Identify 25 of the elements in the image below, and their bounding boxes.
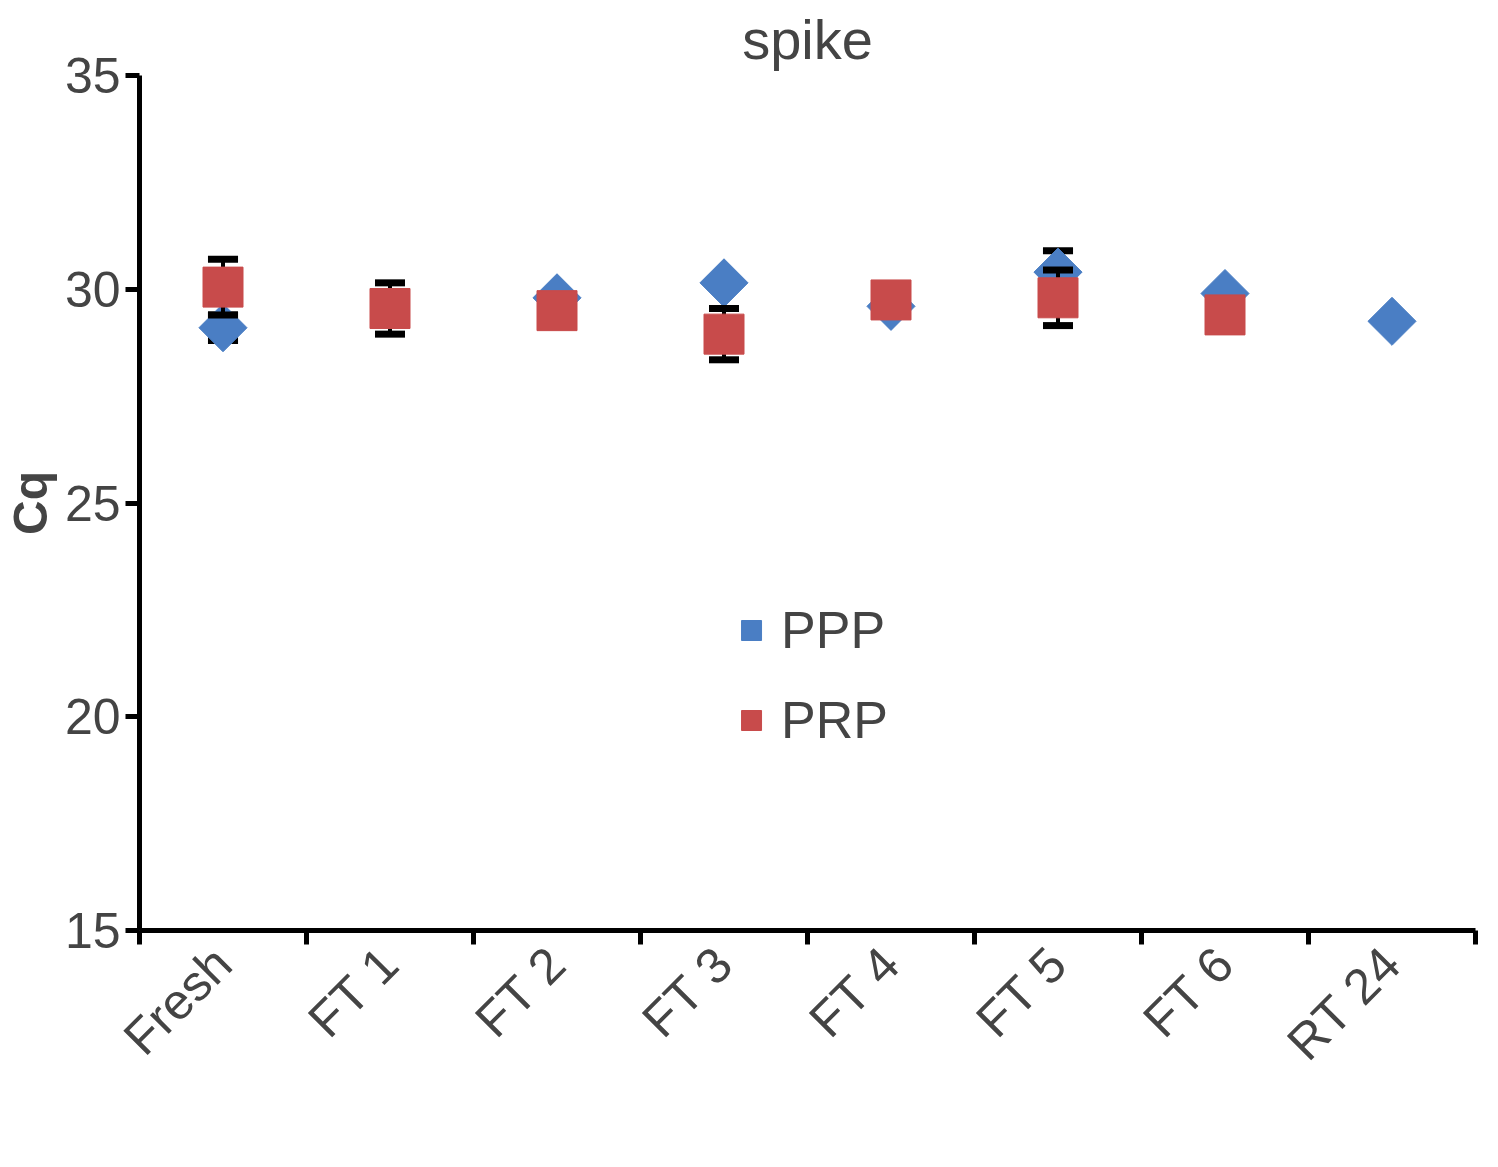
x-tick-label: RT 24 bbox=[1276, 936, 1412, 1071]
legend-label: PPP bbox=[781, 600, 886, 660]
y-axis-title: Cq bbox=[3, 471, 57, 535]
x-tick-label: FT 5 bbox=[965, 936, 1078, 1048]
point bbox=[1367, 296, 1417, 346]
y-tick-label: 15 bbox=[64, 903, 121, 959]
x-tick-label: FT 2 bbox=[464, 936, 577, 1048]
x-tick-label: FT 3 bbox=[631, 936, 744, 1048]
y-tick-label: 25 bbox=[64, 475, 121, 532]
point bbox=[1204, 294, 1246, 336]
x-tick-label: FT 4 bbox=[798, 936, 911, 1048]
y-tick-label: 20 bbox=[64, 689, 121, 746]
y-tick-label: 30 bbox=[64, 261, 121, 318]
point bbox=[699, 258, 749, 308]
point bbox=[536, 290, 578, 332]
y-tick-label: 35 bbox=[64, 48, 121, 104]
point bbox=[870, 279, 912, 321]
point bbox=[703, 313, 745, 355]
point bbox=[1037, 277, 1079, 319]
x-tick-label: FT 1 bbox=[297, 936, 410, 1048]
chart-title: spike bbox=[742, 7, 873, 71]
x-tick-label: FT 6 bbox=[1132, 936, 1245, 1048]
point bbox=[202, 266, 244, 308]
legend-label: PRP bbox=[781, 690, 888, 750]
point bbox=[369, 287, 411, 329]
